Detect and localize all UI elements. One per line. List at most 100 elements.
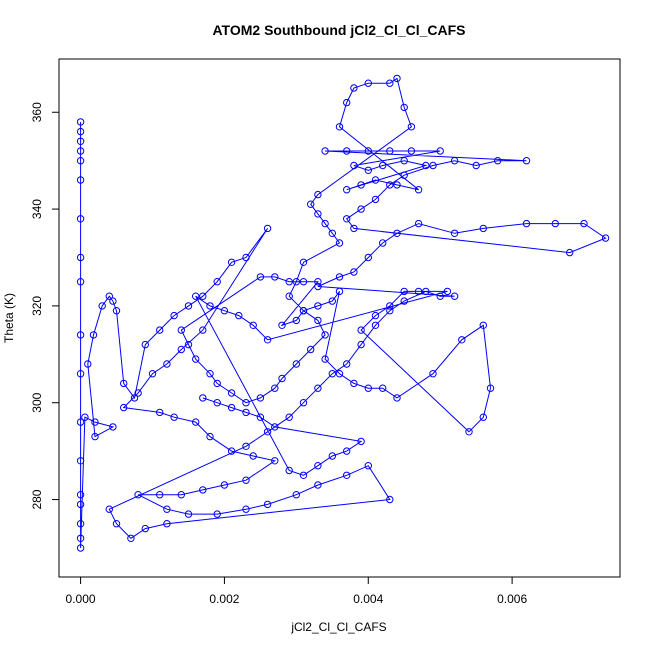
data-point (486, 384, 495, 392)
data-point (141, 340, 150, 349)
data-point (271, 273, 279, 281)
data-point (206, 302, 214, 310)
data-point (76, 176, 85, 184)
chart-title: ATOM2 Southbound jCl2_Cl_Cl_CAFS (212, 22, 465, 38)
data-point (199, 394, 207, 402)
data-point (371, 321, 380, 329)
data-point (364, 384, 372, 392)
data-point (242, 408, 250, 417)
data-point (386, 302, 394, 310)
data-point (414, 186, 423, 194)
data-point (263, 224, 272, 233)
data-point (350, 268, 358, 276)
data-point (335, 287, 344, 296)
data-point (256, 394, 265, 402)
data-point (220, 307, 229, 315)
data-point (328, 370, 336, 378)
data-point (357, 181, 365, 189)
data-point (156, 408, 164, 417)
data-point (156, 491, 164, 499)
data-point (76, 278, 85, 286)
data-point (443, 287, 452, 296)
x-tick-label: 0.006 (497, 592, 527, 606)
data-point (343, 215, 351, 223)
data-point (271, 423, 279, 431)
data-point (112, 520, 121, 528)
data-point (177, 491, 186, 499)
data-point (76, 157, 85, 165)
data-point (249, 321, 257, 329)
y-tick-label: 340 (30, 199, 44, 219)
data-point (364, 462, 372, 470)
data-point (199, 292, 207, 300)
data-point (386, 181, 394, 189)
data-point (76, 127, 85, 136)
data-point (271, 457, 279, 465)
data-point (321, 355, 329, 363)
data-point (379, 384, 387, 392)
data-point (89, 331, 98, 339)
data-point (299, 399, 308, 407)
data-point (335, 370, 344, 378)
data-point (84, 360, 92, 368)
data-point (192, 292, 200, 300)
y-tick-label: 320 (30, 296, 44, 316)
data-point (494, 157, 502, 165)
data-point (386, 79, 394, 87)
data-point (386, 495, 394, 504)
data-point (307, 345, 315, 354)
data-point (328, 297, 336, 305)
data-point (393, 394, 401, 402)
data-point (314, 462, 322, 470)
data-point (379, 239, 387, 247)
data-point (601, 234, 610, 242)
data-point (235, 311, 243, 320)
data-point (343, 98, 351, 107)
data-point (76, 534, 85, 542)
data-point (407, 123, 416, 131)
data-point (314, 210, 322, 218)
data-point (177, 345, 186, 354)
data-point (98, 302, 106, 310)
data-point (141, 524, 150, 533)
data-point (314, 190, 322, 199)
data-point (314, 282, 322, 291)
data-point (299, 471, 308, 479)
data-point (386, 147, 394, 155)
data-point (227, 447, 236, 455)
data-point (271, 384, 279, 392)
data-point (76, 147, 85, 155)
data-point (76, 500, 85, 509)
data-point (357, 340, 365, 349)
data-point (192, 418, 200, 426)
data-point (465, 428, 473, 436)
y-axis-label: Theta (K) (2, 293, 16, 343)
data-point (213, 278, 221, 286)
data-point (292, 360, 300, 368)
data-point (429, 161, 437, 170)
data-point (227, 389, 236, 397)
data-point (551, 219, 559, 228)
data-point (105, 505, 114, 513)
data-point (109, 423, 117, 431)
data-point (328, 229, 336, 238)
data-point (479, 224, 487, 233)
data-point (400, 297, 408, 305)
data-point (307, 200, 315, 208)
data-point (343, 360, 351, 368)
data-point (263, 428, 272, 436)
data-point (314, 278, 322, 286)
data-point (364, 253, 372, 262)
data-point (400, 103, 408, 112)
data-point (76, 520, 85, 528)
data-point (422, 287, 430, 296)
y-tick-label: 280 (30, 489, 44, 509)
data-point (76, 137, 85, 146)
data-point (134, 389, 142, 397)
data-point (364, 79, 372, 87)
data-point (400, 171, 408, 179)
data-point (285, 292, 293, 300)
y-tick-label: 300 (30, 392, 44, 412)
x-tick-label: 0.004 (353, 592, 383, 606)
